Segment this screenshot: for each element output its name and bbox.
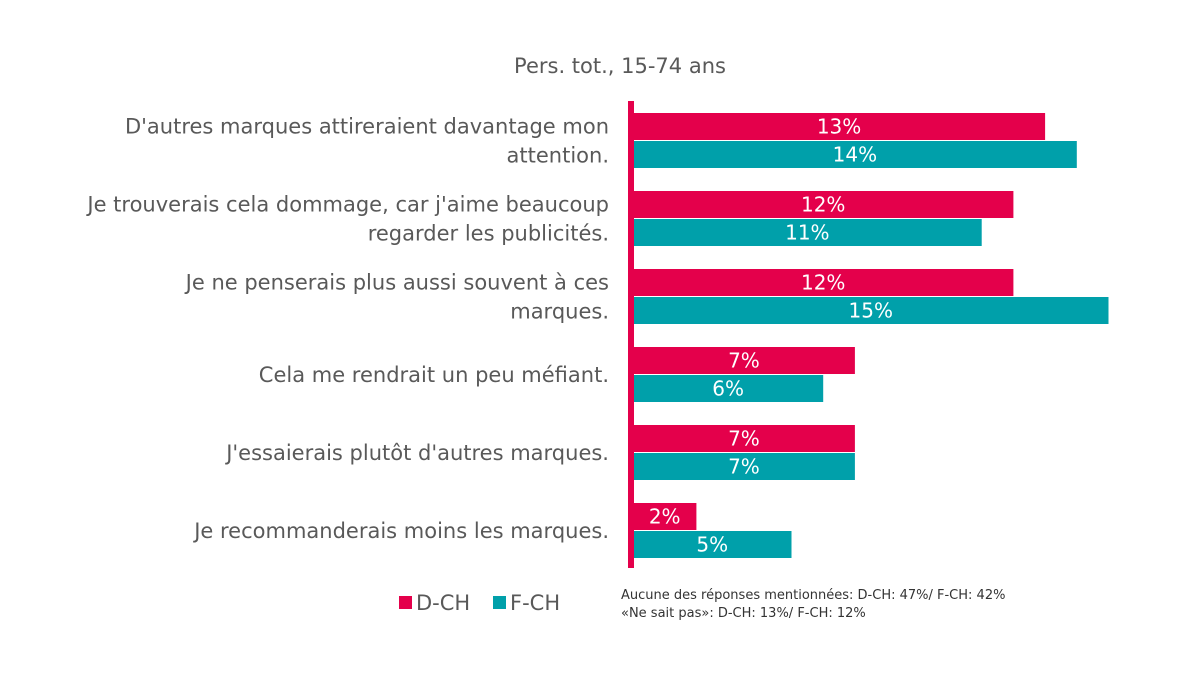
data-label-f-ch-4: 7% (728, 455, 760, 479)
category-label-1-line-0: Je trouverais cela dommage, car j'aime b… (85, 193, 609, 217)
bar-f-ch-3 (633, 375, 824, 402)
data-label-d-ch-0: 13% (817, 115, 861, 139)
data-label-f-ch-2: 15% (849, 299, 893, 323)
bar-d-ch-4 (633, 425, 855, 452)
data-label-d-ch-5: 2% (649, 505, 681, 529)
category-labels: D'autres marques attireraient davantage … (85, 115, 609, 544)
legend-label-f-ch: F-CH (510, 591, 560, 615)
chart-subtitle: Pers. tot., 15-74 ans (514, 54, 726, 78)
value-axis-line (628, 101, 634, 568)
category-label-0-line-0: D'autres marques attireraient davantage … (125, 115, 609, 139)
category-label-2-line-0: Je ne penserais plus aussi souvent à ces (184, 271, 609, 295)
bar-d-ch-0 (633, 113, 1046, 140)
bar-f-ch-4 (633, 453, 855, 480)
data-label-f-ch-3: 6% (712, 377, 744, 401)
data-label-f-ch-0: 14% (833, 143, 877, 167)
data-label-f-ch-5: 5% (696, 533, 728, 557)
legend-swatch-f-ch (493, 596, 506, 609)
bar-d-ch-1 (633, 191, 1014, 218)
category-label-5-line-0: Je recommanderais moins les marques. (192, 519, 609, 543)
bar-d-ch-5 (633, 503, 697, 530)
category-label-2-line-1: marques. (510, 300, 609, 324)
bar-f-ch-0 (633, 141, 1077, 168)
bar-f-ch-2 (633, 297, 1109, 324)
legend-swatch-d-ch (399, 596, 412, 609)
category-label-0-line-1: attention. (507, 144, 609, 168)
bars-layer: 13%14%12%11%12%15%7%6%7%7%2%5% (633, 113, 1109, 558)
category-label-1-line-1: regarder les publicités. (368, 222, 609, 246)
data-label-d-ch-3: 7% (728, 349, 760, 373)
legend-label-d-ch: D-CH (416, 591, 470, 615)
category-label-3-line-0: Cela me rendrait un peu méfiant. (259, 363, 609, 387)
notes: Aucune des réponses mentionnées: D-CH: 4… (621, 588, 1005, 621)
note-dont-know: «Ne sait pas»: D-CH: 13%/ F-CH: 12% (621, 606, 866, 621)
data-label-d-ch-2: 12% (801, 271, 845, 295)
note-no-answer: Aucune des réponses mentionnées: D-CH: 4… (621, 588, 1005, 603)
legend: D-CH F-CH (399, 591, 560, 615)
bar-d-ch-3 (633, 347, 855, 374)
bar-f-ch-5 (633, 531, 792, 558)
category-label-4-line-0: J'essaierais plutôt d'autres marques. (224, 441, 609, 465)
data-label-f-ch-1: 11% (785, 221, 829, 245)
data-label-d-ch-1: 12% (801, 193, 845, 217)
bar-f-ch-1 (633, 219, 982, 246)
data-label-d-ch-4: 7% (728, 427, 760, 451)
bar-d-ch-2 (633, 269, 1014, 296)
